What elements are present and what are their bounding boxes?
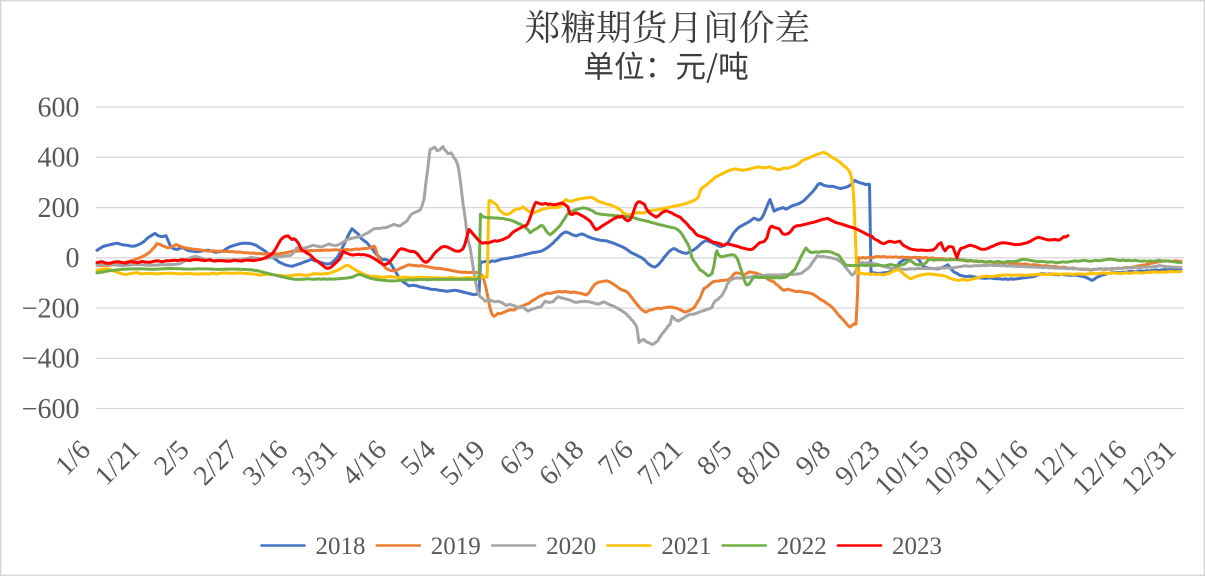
svg-text:2020: 2020 <box>546 533 596 560</box>
svg-text:200: 200 <box>38 193 80 224</box>
svg-text:2018: 2018 <box>316 533 366 560</box>
svg-text:2022: 2022 <box>777 533 827 560</box>
svg-text:2023: 2023 <box>892 533 942 560</box>
svg-text:−200: −200 <box>22 293 80 324</box>
svg-text:600: 600 <box>38 92 80 123</box>
svg-text:2021: 2021 <box>661 533 711 560</box>
svg-text:0: 0 <box>66 243 80 274</box>
svg-text:2019: 2019 <box>431 533 481 560</box>
svg-text:−600: −600 <box>22 394 80 425</box>
svg-text:400: 400 <box>38 143 80 174</box>
svg-text:−400: −400 <box>22 344 80 375</box>
